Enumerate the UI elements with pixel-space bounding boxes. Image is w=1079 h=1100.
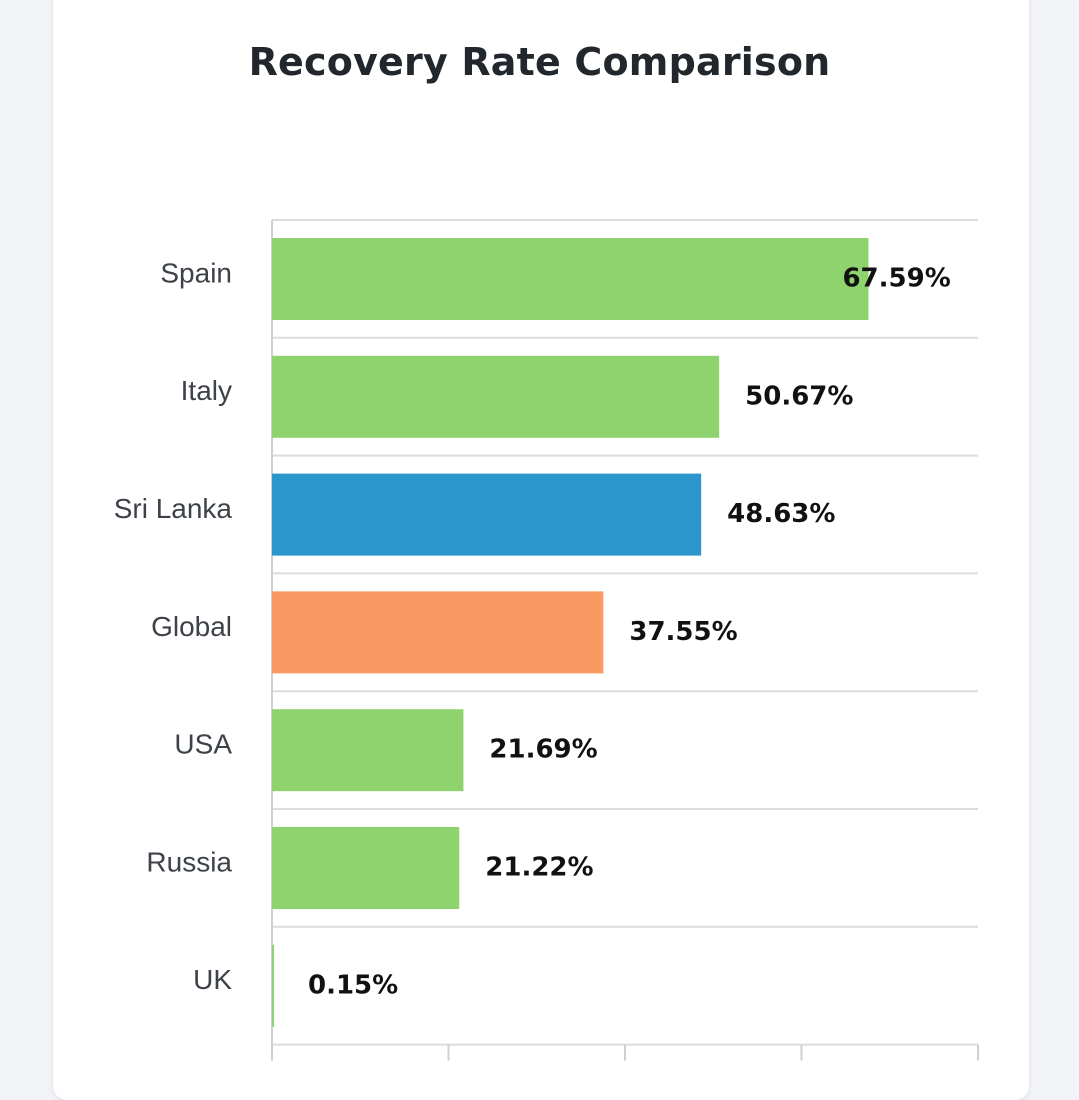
chart-title: Recovery Rate Comparison	[248, 40, 831, 84]
value-label: 50.67%	[745, 381, 853, 411]
bar-usa	[272, 709, 464, 792]
category-label: Sri Lanka	[114, 493, 233, 524]
bar-sri-lanka	[272, 473, 702, 556]
category-label: Italy	[181, 375, 232, 406]
category-label: UK	[193, 964, 232, 995]
value-label: 0.15%	[308, 970, 398, 1000]
value-label: 21.22%	[485, 853, 593, 883]
bar-russia	[272, 827, 460, 909]
category-label: Spain	[160, 257, 232, 288]
bar-global	[272, 591, 604, 674]
bar-uk	[272, 944, 274, 1027]
category-label: Russia	[146, 846, 232, 877]
category-label: Global	[151, 611, 232, 642]
value-label: 48.63%	[727, 499, 835, 529]
bar-italy	[272, 355, 720, 438]
bar-spain	[272, 238, 869, 320]
category-label: USA	[174, 729, 232, 760]
value-label: 67.59%	[842, 264, 950, 294]
value-label: 37.55%	[629, 617, 737, 647]
value-label: 21.69%	[489, 735, 597, 765]
